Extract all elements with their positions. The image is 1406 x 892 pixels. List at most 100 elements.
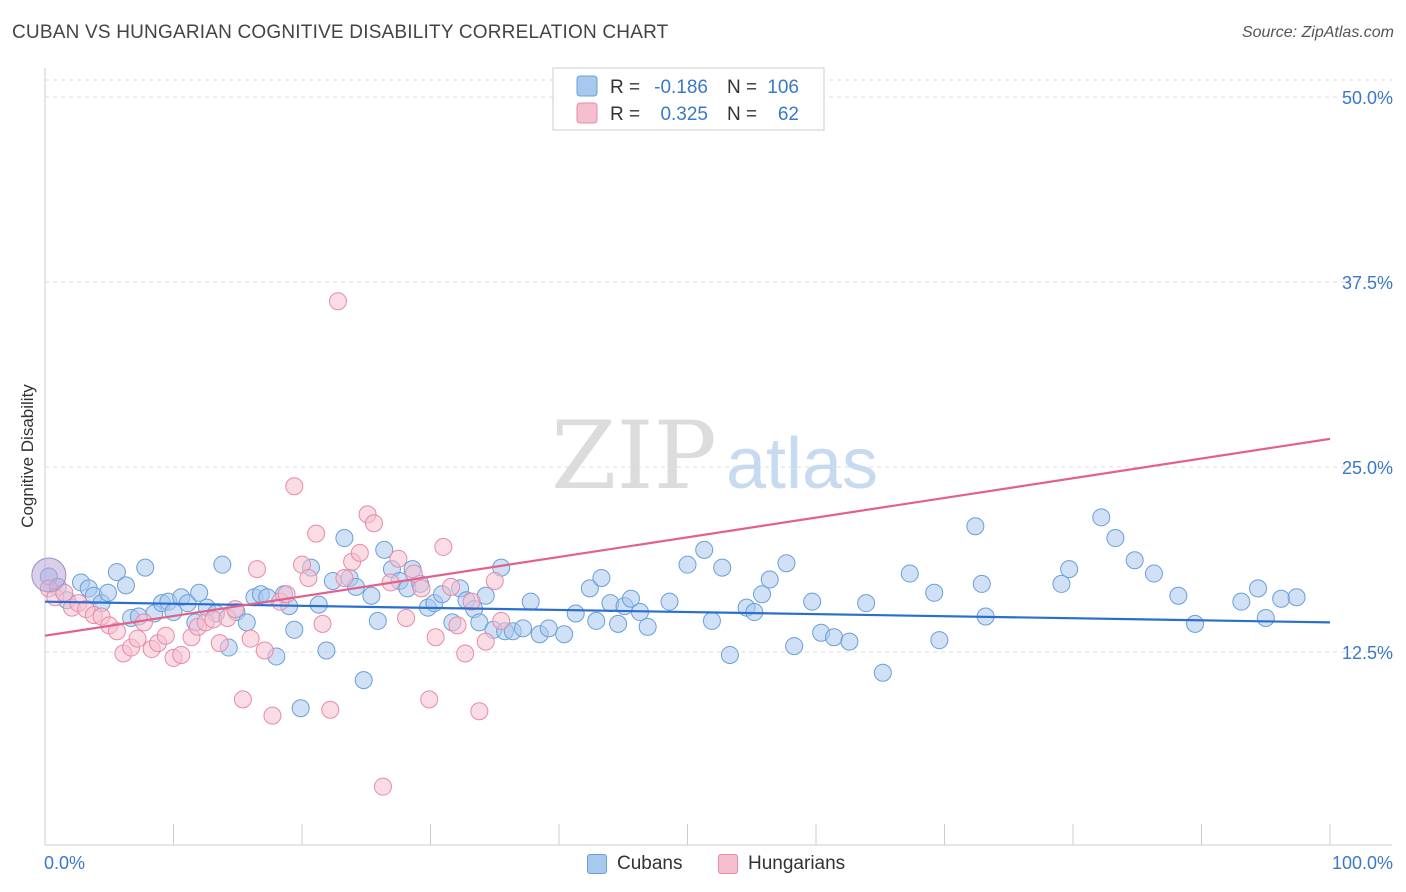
point-hungarians-28 xyxy=(248,560,267,579)
point-hungarians-52 xyxy=(426,628,445,647)
point-cubans-89 xyxy=(777,554,796,573)
point-hungarians-59 xyxy=(476,632,495,651)
axis-layer xyxy=(44,68,1392,846)
point-hungarians-55 xyxy=(448,616,467,635)
point-hungarians-47 xyxy=(389,549,408,568)
point-cubans-88 xyxy=(760,570,779,589)
legend-r-value-cubans: -0.186 xyxy=(654,77,708,98)
point-cubans-103 xyxy=(1060,560,1079,579)
y-tick-label-3: 12.5% xyxy=(1342,643,1393,663)
point-hungarians-12 xyxy=(128,629,147,648)
legend-r-label-cubans: R = xyxy=(610,77,640,98)
point-hungarians-18 xyxy=(172,645,191,664)
point-cubans-83 xyxy=(713,558,732,577)
point-cubans-94 xyxy=(840,632,859,651)
point-cubans-44 xyxy=(368,611,387,630)
point-cubans-80 xyxy=(678,555,697,574)
point-cubans-65 xyxy=(521,592,540,611)
point-hungarians-33 xyxy=(285,477,304,496)
point-cubans-104 xyxy=(1052,574,1071,593)
point-cubans-34 xyxy=(291,699,310,718)
point-hungarians-40 xyxy=(335,569,354,587)
x-tick-label-1: 100.0% xyxy=(1332,853,1393,873)
bottom-swatch-cubans xyxy=(587,854,607,874)
point-hungarians-39 xyxy=(328,292,347,311)
point-hungarians-38 xyxy=(321,700,340,719)
point-hungarians-60 xyxy=(485,571,504,590)
legend-box xyxy=(552,67,825,131)
point-cubans-111 xyxy=(1232,592,1251,611)
point-cubans-76 xyxy=(621,589,640,608)
point-cubans-20 xyxy=(190,583,209,602)
trendline-cubans xyxy=(44,600,1331,624)
x-tick-label-0: 0.0% xyxy=(44,853,85,873)
bottom-swatch-hungarians xyxy=(718,854,738,874)
point-hungarians-9 xyxy=(107,622,126,641)
legend-r-value-hungarians: 0.325 xyxy=(660,104,708,125)
point-hungarians-30 xyxy=(263,706,282,725)
bottom-legend-hungarians: Hungarians xyxy=(718,851,845,877)
point-cubans-100 xyxy=(966,517,985,536)
point-cubans-12 xyxy=(136,558,155,577)
point-cubans-81 xyxy=(695,540,714,559)
points-layer xyxy=(31,292,1306,796)
watermark-zip: ZIP xyxy=(551,402,717,511)
point-cubans-58 xyxy=(470,613,489,632)
point-cubans-109 xyxy=(1169,586,1188,605)
point-cubans-95 xyxy=(857,594,876,613)
point-cubans-72 xyxy=(592,569,611,587)
point-cubans-105 xyxy=(1092,508,1111,527)
point-cubans-67 xyxy=(539,619,558,638)
bottom-legend-cubans: Cubans xyxy=(587,851,683,877)
point-hungarians-29 xyxy=(255,641,274,660)
point-cubans-90 xyxy=(785,637,804,656)
bottom-legend-label-hungarians: Hungarians xyxy=(748,853,846,874)
y-tick-label-2: 25.0% xyxy=(1342,458,1393,478)
point-hungarians-23 xyxy=(210,634,229,653)
point-cubans-107 xyxy=(1125,551,1144,570)
point-cubans-98 xyxy=(925,583,944,602)
point-hungarians-56 xyxy=(456,644,475,663)
point-cubans-82 xyxy=(702,611,721,630)
point-cubans-78 xyxy=(638,617,657,636)
y-tick-label-0: 50.0% xyxy=(1342,88,1393,108)
legend-swatch-hungarians xyxy=(576,102,598,124)
point-cubans-23 xyxy=(213,555,232,574)
legend-n-value-cubans: 106 xyxy=(767,77,799,98)
legend: R = -0.186 N = 106 R = 0.325 N = 62 xyxy=(552,67,825,131)
trend-layer xyxy=(44,437,1331,637)
point-cubans-26 xyxy=(237,613,256,632)
tick-label-layer: 50.0% 37.5% 25.0% 12.5% 0.0% 100.0% xyxy=(44,88,1393,873)
point-hungarians-37 xyxy=(313,614,332,633)
point-cubans-106 xyxy=(1106,529,1125,548)
point-cubans-68 xyxy=(555,625,574,644)
source-label: Source: ZipAtlas.com xyxy=(1241,24,1394,41)
point-cubans-45 xyxy=(375,540,394,559)
point-cubans-33 xyxy=(285,620,304,639)
point-cubans-69 xyxy=(566,604,585,623)
point-cubans-39 xyxy=(335,529,354,548)
point-cubans-96 xyxy=(873,663,892,682)
point-hungarians-16 xyxy=(156,626,175,645)
point-cubans-113 xyxy=(1256,608,1275,627)
chart-title: CUBAN VS HUNGARIAN COGNITIVE DISABILITY … xyxy=(12,22,669,43)
point-cubans-64 xyxy=(514,619,533,638)
point-cubans-91 xyxy=(803,592,822,611)
point-hungarians-51 xyxy=(420,690,439,709)
point-cubans-71 xyxy=(587,611,606,630)
point-cluster-edge xyxy=(31,557,67,593)
point-hungarians-36 xyxy=(307,524,326,543)
bottom-legend-label-cubans: Cubans xyxy=(617,853,683,874)
point-cubans-9 xyxy=(116,576,135,595)
point-cubans-42 xyxy=(354,671,373,690)
point-cubans-8 xyxy=(107,563,126,582)
legend-r-label-hungarians: R = xyxy=(610,104,640,125)
point-cubans-87 xyxy=(753,585,772,604)
point-hungarians-42 xyxy=(350,543,369,562)
point-hungarians-61 xyxy=(492,611,511,630)
point-cubans-115 xyxy=(1287,588,1306,607)
point-cubans-84 xyxy=(720,645,739,664)
legend-swatch-cubans xyxy=(576,75,598,97)
point-hungarians-26 xyxy=(233,690,252,709)
